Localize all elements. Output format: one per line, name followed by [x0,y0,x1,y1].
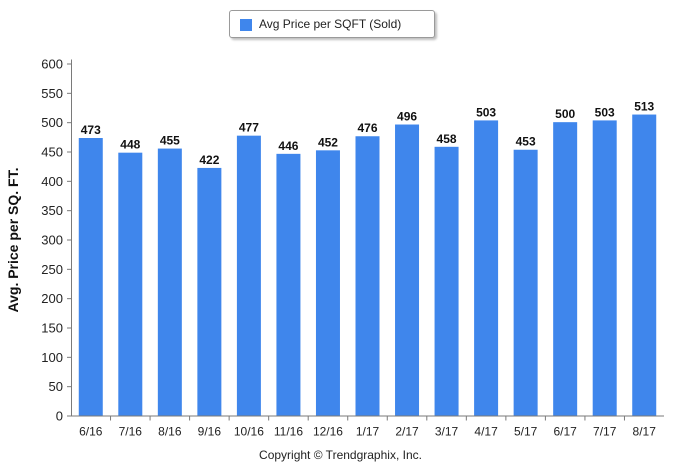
y-tick-label: 350 [41,203,63,218]
bar-value-label: 448 [120,138,140,152]
y-tick-label: 0 [56,409,63,424]
x-tick-label: 9/16 [198,425,222,439]
bar-value-label: 455 [160,134,180,148]
bar [157,148,182,416]
bar-value-label: 496 [397,110,417,124]
x-tick-label: 5/17 [514,425,538,439]
x-tick-label: 8/16 [158,425,182,439]
bar-value-label: 473 [81,123,101,137]
x-tick-label: 7/16 [119,425,143,439]
x-tick-label: 4/17 [474,425,498,439]
y-tick-label: 300 [41,233,63,248]
y-tick-label: 500 [41,115,63,130]
x-tick-label: 11/16 [274,425,303,439]
x-tick-label: 7/17 [593,425,617,439]
bar [197,167,222,416]
bar-value-label: 476 [357,121,377,135]
bar-value-label: 453 [516,135,536,149]
x-tick-label: 3/17 [435,425,459,439]
x-tick-label: 2/17 [395,425,419,439]
bar-value-label: 422 [199,153,219,167]
y-axis-title: Avg. Price per SQ. FT. [5,168,21,313]
legend-swatch [240,19,252,31]
bar [434,146,459,416]
bar [355,136,380,416]
x-tick-label: 1/17 [356,425,380,439]
x-axis-ticks: 6/16 7/16 8/16 9/16 10/16 11/16 12/16 1/17 2/17 3… [79,415,657,439]
y-tick-label: 100 [41,350,63,365]
legend: Avg Price per SQFT (Sold) [229,10,435,38]
x-tick-label: 6/16 [79,425,103,439]
y-tick-label: 50 [49,379,63,394]
y-tick-label: 550 [41,86,63,101]
bar [553,122,578,416]
x-tick-label: 6/17 [553,425,577,439]
y-axis-ticks: 0 50 100 150 200 250 300 350 400 450 500 550 600 [41,57,71,424]
bar-value-label: 503 [595,105,615,119]
bar [118,152,143,416]
legend-label: Avg Price per SQFT (Sold) [259,17,402,31]
bar [276,153,301,416]
y-tick-label: 400 [41,174,63,189]
bar-value-label: 458 [437,132,457,146]
copyright-text: Copyright © Trendgraphix, Inc. [259,448,422,462]
bar [474,120,499,416]
bar [513,149,538,416]
x-tick-label: 8/17 [633,425,657,439]
bars [78,114,657,416]
y-tick-label: 200 [41,291,63,306]
x-tick-label: 12/16 [313,425,343,439]
bar [395,124,420,416]
bar-value-label: 500 [555,107,575,121]
x-tick-label: 10/16 [234,425,264,439]
bar [592,120,617,416]
bar-value-label: 477 [239,121,259,135]
bar [78,138,103,416]
bar [632,114,657,416]
bar-value-label: 513 [634,100,654,114]
y-tick-label: 450 [41,145,63,160]
bar-value-label: 503 [476,105,496,119]
y-tick-label: 600 [41,57,63,72]
bar-value-label: 452 [318,135,338,149]
bar-value-label: 446 [278,139,298,153]
bar [236,135,261,416]
y-tick-label: 250 [41,262,63,277]
y-tick-label: 150 [41,321,63,336]
bar [315,150,340,416]
bar-data-labels: 473 448 455 422 477 446 452 476 496 458 503 453 500 5… [81,100,655,167]
